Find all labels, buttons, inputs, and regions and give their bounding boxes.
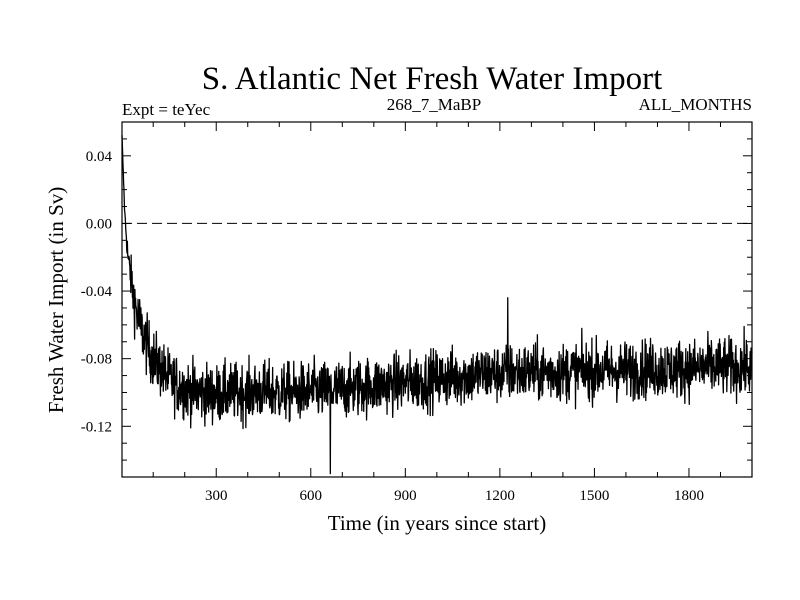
axis-tick-labels: 300 600 900 1200 1500 1800 0.04 0.00 -0.04 -0.08 -… (81, 149, 704, 504)
x-tick-label-300: 300 (205, 488, 228, 504)
chart-subtitle-right: ALL_MONTHS (639, 95, 752, 114)
x-tick-label-1800: 1800 (674, 488, 704, 504)
x-tick-label-1500: 1500 (579, 488, 609, 504)
chart-subtitle-center: 268_7_MaBP (387, 95, 481, 114)
y-tick-label: 0.04 (86, 149, 113, 165)
y-tick-label: -0.04 (81, 284, 113, 300)
axis-ticks (122, 122, 753, 477)
y-tick-label: -0.08 (81, 352, 112, 368)
chart-title: S. Atlantic Net Fresh Water Import (202, 61, 663, 97)
series-line-fresh-water-import (121, 135, 753, 475)
x-tick-label-1200: 1200 (485, 488, 515, 504)
y-axis-label: Fresh Water Import (in Sv) (44, 187, 68, 414)
plot-frame (121, 121, 753, 478)
y-tick-label: -0.12 (81, 419, 112, 435)
chart-subtitle-left: Expt = teYec (122, 100, 211, 119)
y-tick-label: 0.00 (86, 216, 112, 232)
x-tick-label-600: 600 (300, 488, 323, 504)
x-axis-label: Time (in years since start) (328, 511, 547, 535)
x-tick-label-900: 900 (394, 488, 417, 504)
